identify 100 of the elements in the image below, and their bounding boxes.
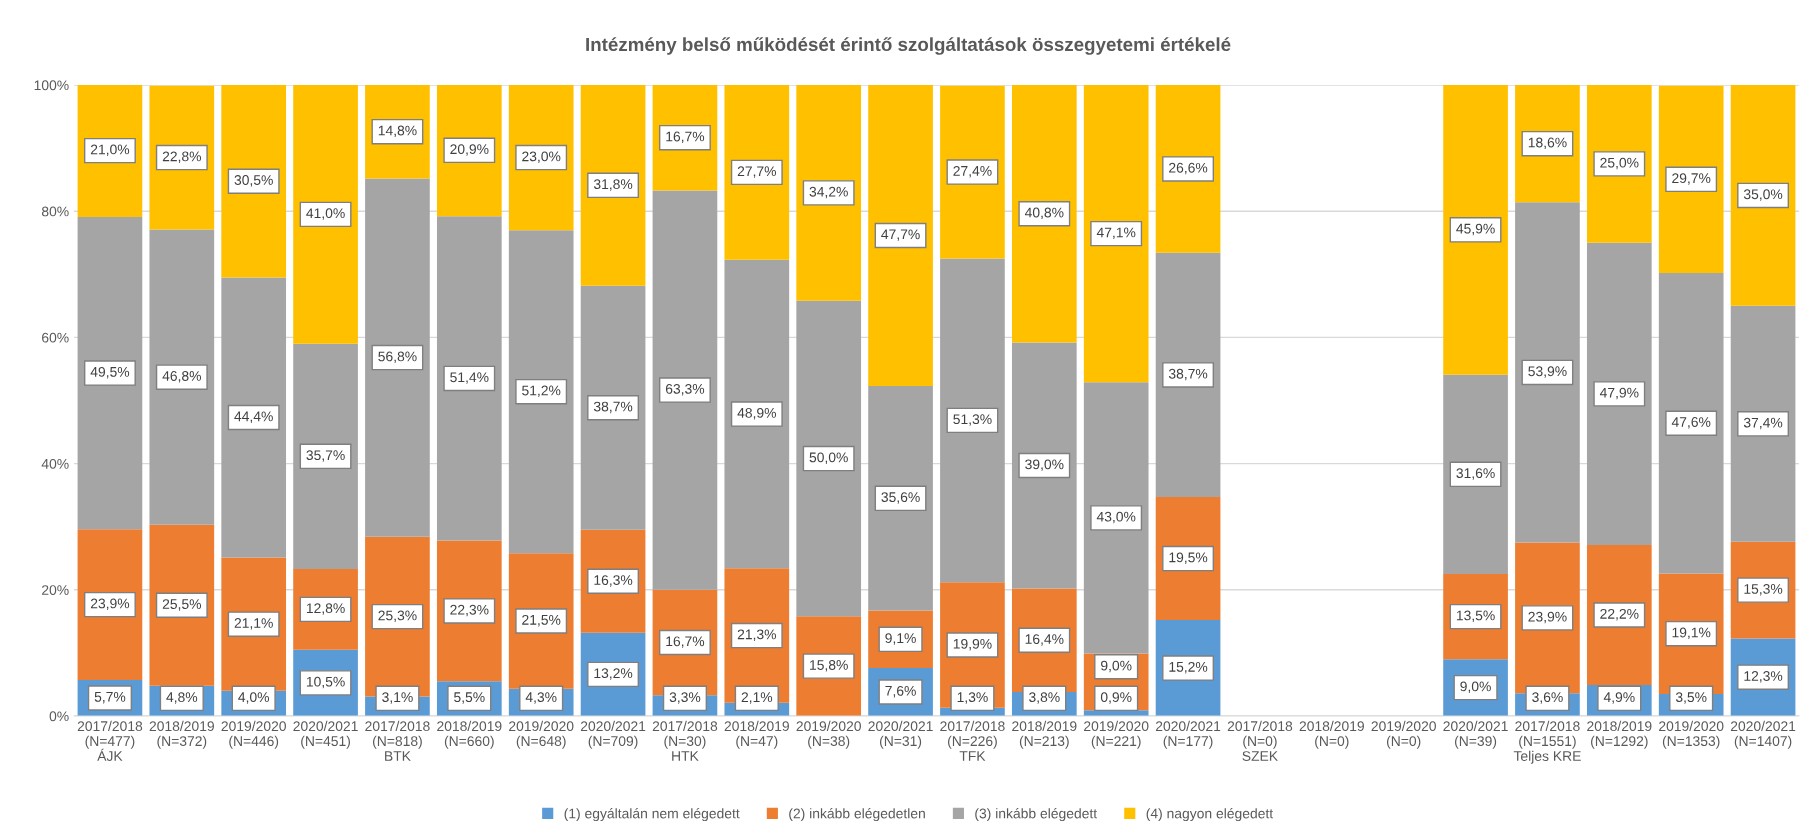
x-tick-label: 2020/2021 (N=31) bbox=[868, 720, 933, 749]
bar bbox=[1730, 305, 1796, 542]
data-label: 18,6% bbox=[1528, 137, 1567, 150]
x-tick-label: 2020/2021 (N=709) bbox=[580, 720, 646, 749]
x-tick-label: 2017/2018 (N=818) BTK bbox=[365, 720, 430, 761]
data-label: 25,3% bbox=[378, 610, 417, 622]
x-tick-label: 2019/2020 (N=446) bbox=[221, 720, 286, 749]
x-tick-label: 2020/2021 (N=39) bbox=[1443, 720, 1508, 749]
bar bbox=[293, 343, 358, 569]
data-label: 31,8% bbox=[593, 179, 633, 191]
bar bbox=[1083, 85, 1149, 383]
bar bbox=[508, 230, 574, 554]
bar bbox=[1011, 342, 1077, 589]
bar bbox=[293, 85, 358, 344]
bar bbox=[796, 85, 862, 301]
bar bbox=[1011, 85, 1077, 343]
data-label: 3,1% bbox=[382, 692, 413, 704]
bar bbox=[580, 285, 646, 530]
data-label: 47,7% bbox=[881, 229, 920, 241]
data-label: 4,3% bbox=[525, 692, 557, 704]
x-tick-label: 2020/2021 (N=1407) bbox=[1730, 720, 1796, 749]
x-tick-label: 2018/2019 (N=372) bbox=[149, 720, 214, 749]
x-tick-label: 2018/2019 (N=213) bbox=[1012, 720, 1077, 749]
data-label: 51,2% bbox=[522, 385, 561, 398]
data-label: 51,3% bbox=[953, 414, 992, 426]
data-label: 38,7% bbox=[593, 401, 633, 414]
data-label: 23,0% bbox=[522, 151, 561, 163]
data-label: 19,9% bbox=[953, 638, 992, 651]
data-label: 27,7% bbox=[737, 166, 777, 178]
bar bbox=[1155, 252, 1221, 498]
bar bbox=[1730, 85, 1796, 306]
bar bbox=[868, 85, 933, 386]
bar bbox=[868, 385, 933, 611]
data-label: 35,0% bbox=[1743, 189, 1783, 201]
data-label: 47,6% bbox=[1671, 417, 1711, 429]
data-label: 27,4% bbox=[953, 165, 992, 178]
x-tick-label: 2020/2021 (N=451) bbox=[293, 720, 358, 749]
data-label: 48,9% bbox=[737, 407, 777, 420]
data-label: 9,1% bbox=[885, 633, 916, 645]
x-tick-label: 2018/2019 (N=47) bbox=[724, 720, 789, 749]
data-label: 23,9% bbox=[90, 598, 130, 610]
data-label: 5,5% bbox=[454, 692, 485, 704]
data-label: 15,3% bbox=[1744, 584, 1783, 596]
data-label: 3,6% bbox=[1532, 692, 1563, 704]
data-label: 16,4% bbox=[1025, 634, 1064, 646]
data-label: 46,8% bbox=[162, 371, 202, 383]
bar bbox=[724, 259, 790, 569]
data-label: 13,5% bbox=[1456, 610, 1495, 622]
data-label: 19,1% bbox=[1672, 627, 1711, 640]
data-label: 30,5% bbox=[234, 175, 273, 187]
data-label: 22,8% bbox=[162, 151, 202, 163]
data-label: 39,0% bbox=[1025, 459, 1064, 471]
legend-label: (1) egyáltalán nem elégedett bbox=[564, 808, 740, 822]
data-label: 35,6% bbox=[881, 492, 920, 504]
bar bbox=[149, 229, 215, 525]
data-label: 25,5% bbox=[162, 599, 202, 611]
data-label: 45,9% bbox=[1456, 223, 1495, 236]
bar bbox=[1658, 273, 1724, 574]
chart-title: Intézmény belső működését érintő szolgáltatások összegyetemi értékelé bbox=[586, 37, 1231, 55]
x-tick-label: 2018/2019 (N=660) bbox=[437, 720, 502, 749]
data-label: 4,9% bbox=[1603, 692, 1635, 704]
data-label: 9,0% bbox=[1460, 681, 1491, 693]
data-label: 4,8% bbox=[166, 692, 198, 704]
data-label: 34,2% bbox=[809, 186, 848, 199]
bar bbox=[940, 258, 1005, 583]
data-label: 22,3% bbox=[450, 604, 489, 617]
data-label: 35,7% bbox=[306, 450, 345, 462]
data-label: 43,0% bbox=[1096, 511, 1136, 524]
data-label: 40,8% bbox=[1024, 207, 1064, 220]
data-label: 15,2% bbox=[1169, 661, 1208, 674]
data-label: 56,8% bbox=[378, 351, 417, 363]
y-tick-label: 100% bbox=[34, 80, 69, 91]
data-label: 2,1% bbox=[741, 692, 773, 704]
x-tick-label: 2019/2020 (N=648) bbox=[509, 720, 574, 749]
bar bbox=[1443, 85, 1508, 375]
data-label: 23,9% bbox=[1528, 611, 1567, 624]
data-label: 9,0% bbox=[1101, 660, 1132, 673]
data-label: 21,3% bbox=[737, 629, 777, 641]
data-label: 16,7% bbox=[666, 131, 705, 144]
data-label: 44,4% bbox=[234, 411, 273, 423]
bar bbox=[365, 178, 430, 537]
legend-label: (4) nagyon elégedett bbox=[1146, 808, 1274, 822]
bar bbox=[436, 216, 502, 541]
x-tick-label: 2019/2020 (N=1353) bbox=[1659, 720, 1724, 749]
bar bbox=[1515, 202, 1580, 543]
data-label: 12,3% bbox=[1744, 671, 1783, 683]
data-label: 22,2% bbox=[1600, 608, 1639, 621]
x-tick-label: 2017/2018 (N=1551) Teljes KRE bbox=[1513, 720, 1581, 764]
data-label: 15,8% bbox=[810, 660, 848, 672]
data-label: 29,7% bbox=[1672, 173, 1711, 185]
data-label: 63,3% bbox=[665, 383, 705, 396]
bar bbox=[1586, 242, 1652, 545]
data-label: 47,1% bbox=[1096, 227, 1136, 239]
data-label: 7,6% bbox=[885, 685, 916, 698]
data-label: 21,0% bbox=[90, 144, 130, 156]
data-label: 25,0% bbox=[1600, 157, 1639, 170]
data-label: 13,2% bbox=[594, 668, 633, 680]
data-label: 20,9% bbox=[450, 144, 489, 156]
x-tick-label: 2019/2020 (N=221) bbox=[1084, 720, 1149, 749]
data-label: 4,0% bbox=[238, 692, 270, 704]
